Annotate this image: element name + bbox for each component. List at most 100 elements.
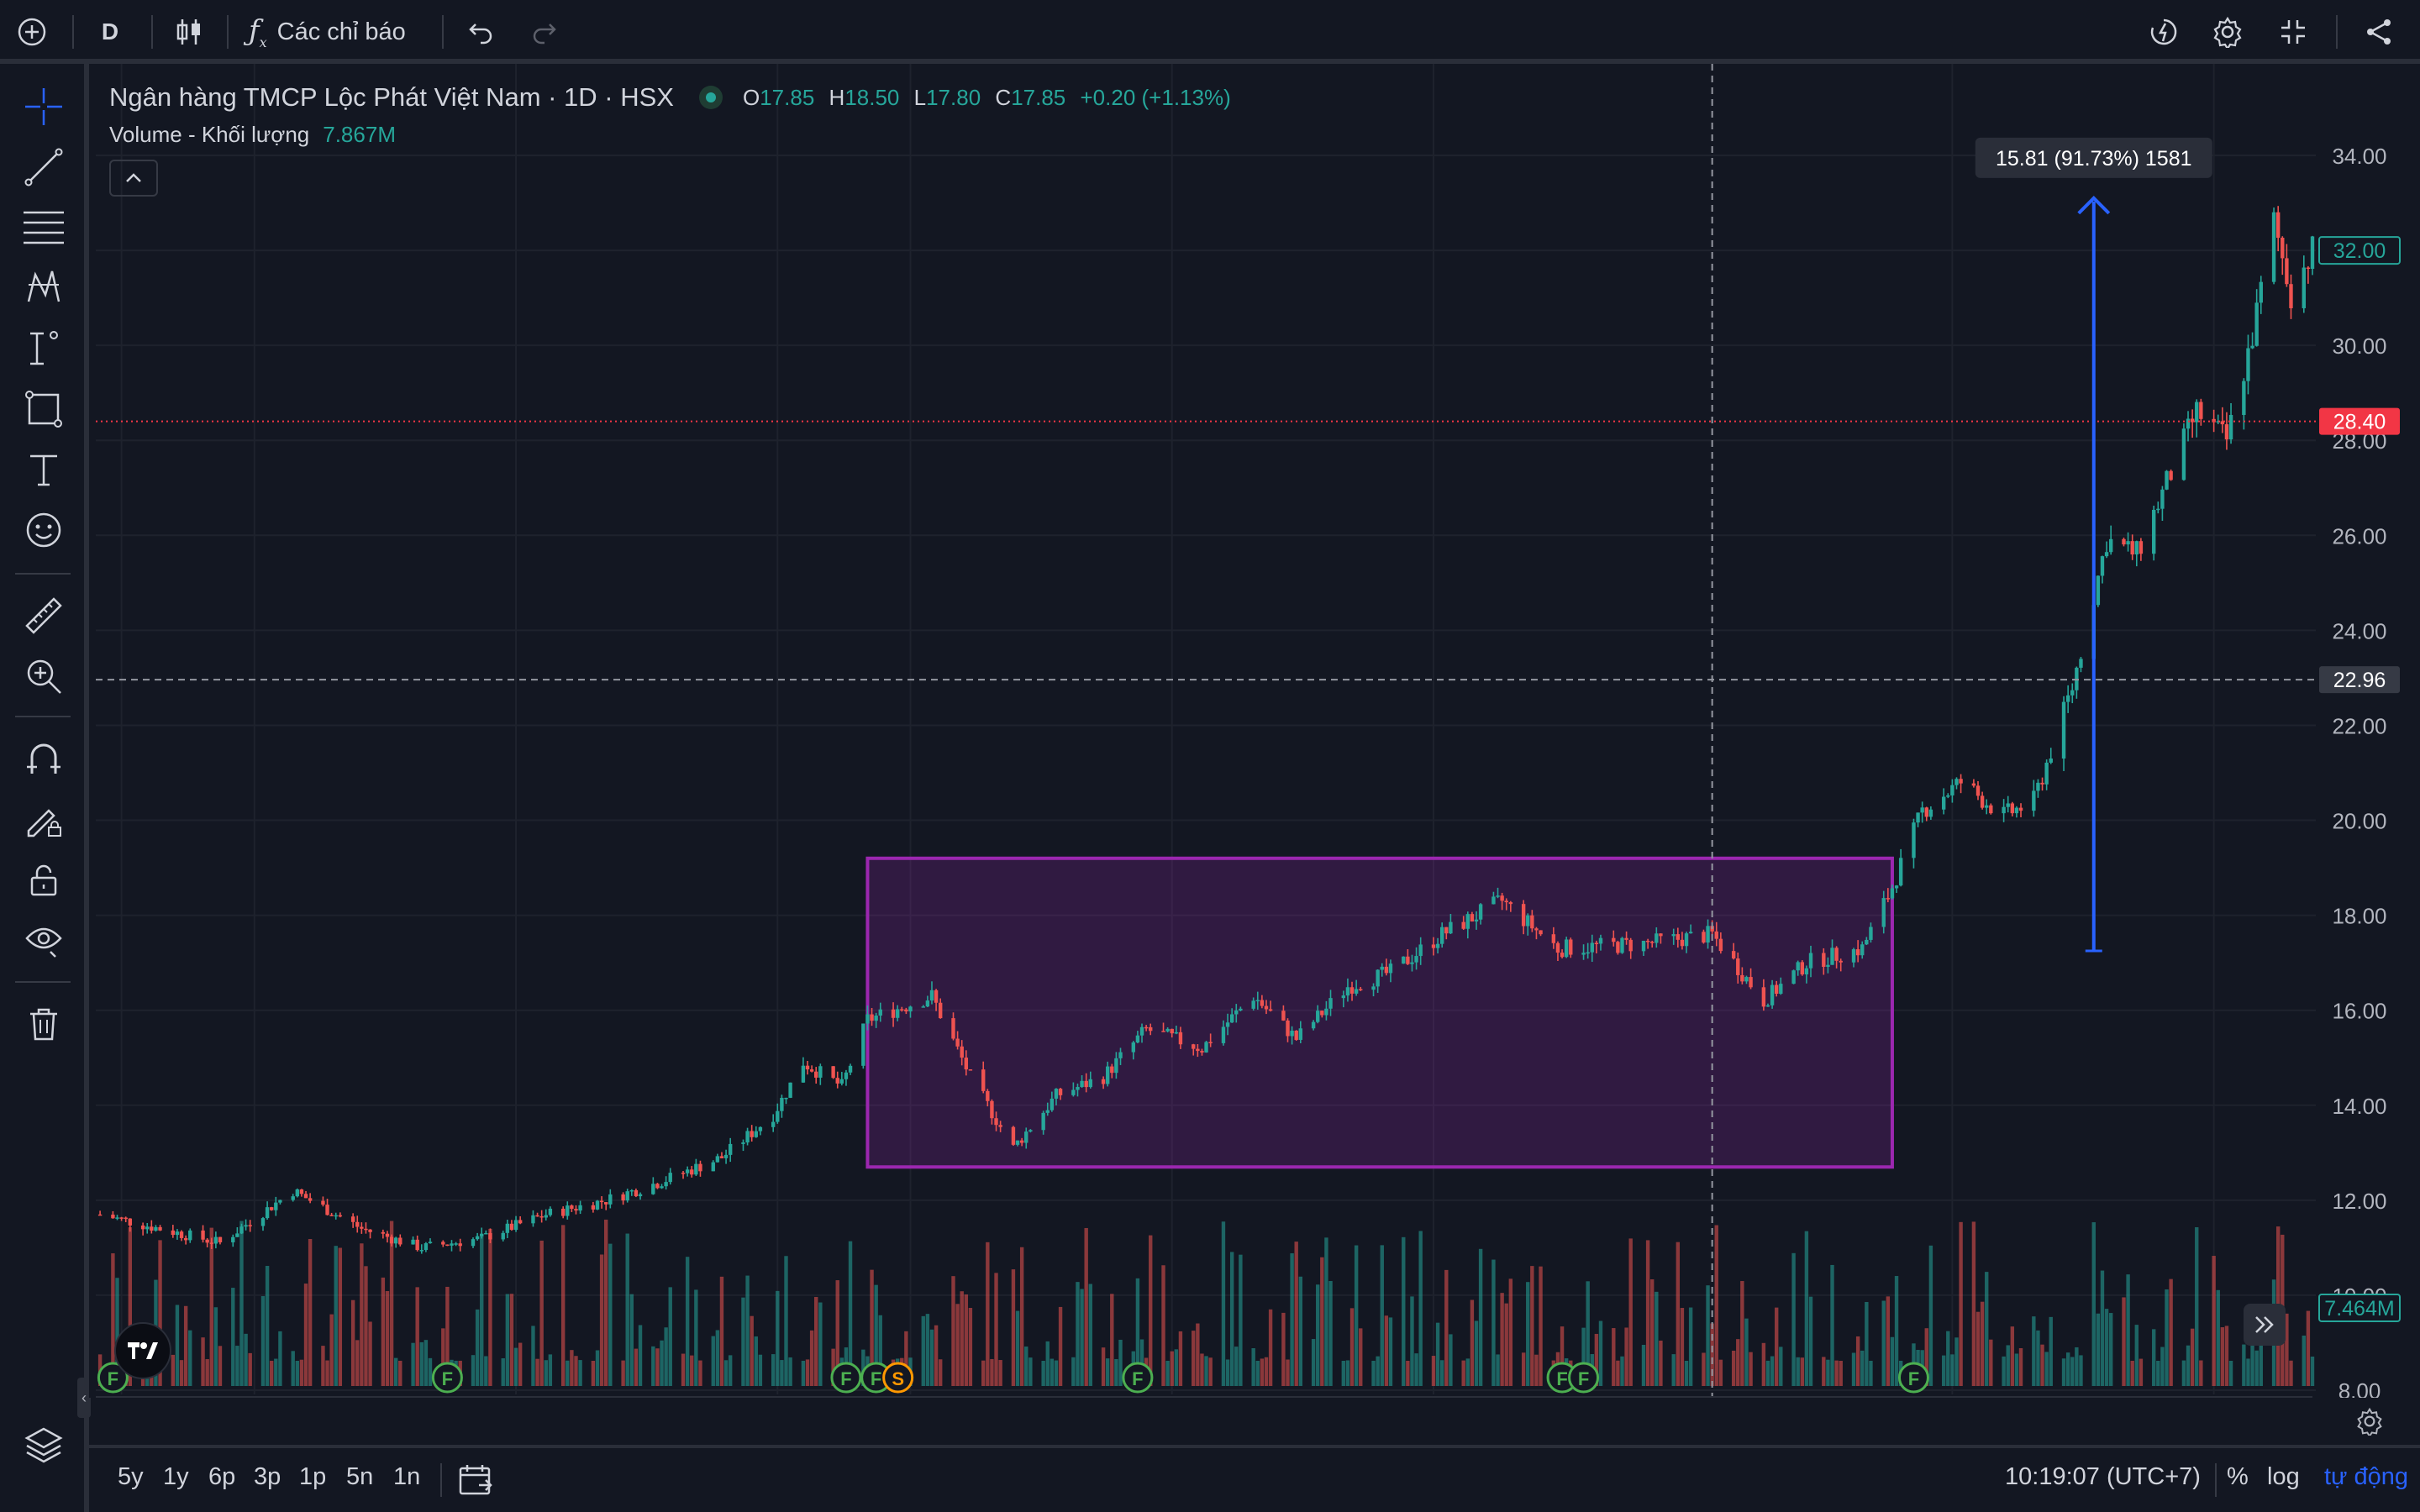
volume-bar [381, 1277, 386, 1386]
toolbar-divider [72, 15, 74, 49]
pattern-icon[interactable] [19, 264, 68, 312]
candle-body [265, 1207, 270, 1219]
volume-bar [213, 1307, 218, 1386]
projection-icon[interactable] [19, 324, 68, 373]
redo-icon[interactable] [523, 12, 565, 52]
indicators-button[interactable]: ƒx Các chỉ báo [249, 12, 442, 52]
candle-body [1616, 942, 1620, 953]
volume-bar [861, 1349, 865, 1386]
replay-icon[interactable] [2143, 12, 2185, 52]
measure-label-box [1975, 137, 2212, 178]
candle-body [1320, 1011, 1324, 1016]
range-3m[interactable]: 3p [254, 1463, 281, 1490]
candle-body [780, 1097, 784, 1111]
volume-bar [1676, 1242, 1681, 1386]
share-icon[interactable] [2358, 12, 2400, 52]
emoji-icon[interactable] [19, 506, 68, 554]
candle-body [1328, 998, 1333, 1009]
trash-icon[interactable] [19, 1000, 68, 1048]
volume-bar [505, 1294, 510, 1386]
candle-body [381, 1231, 386, 1234]
volume-bar [2216, 1289, 2220, 1386]
ruler-measure-icon[interactable] [19, 591, 68, 640]
collapse-toolbar-handle[interactable]: ‹ [77, 1378, 91, 1418]
log-scale-toggle[interactable]: log [2267, 1463, 2300, 1490]
volume-bar [1830, 1264, 1834, 1386]
candle-body [1161, 1031, 1165, 1032]
toolbar-divider [442, 15, 444, 49]
legend-symbol-row: Ngân hàng TMCP Lộc Phát Việt Nam · 1D · … [109, 79, 1231, 116]
add-symbol-icon[interactable] [12, 12, 52, 52]
volume-bar [2096, 1313, 2101, 1386]
volume-bar [1851, 1352, 1856, 1386]
candle-body [1834, 948, 1839, 961]
candle-body [1560, 953, 1565, 958]
volume-bar [960, 1291, 964, 1386]
fib-retracement-icon[interactable] [19, 203, 68, 252]
event-mark-circle[interactable] [1897, 1362, 1929, 1394]
settings-gear-icon[interactable] [2207, 12, 2249, 52]
volume-bar [1702, 1352, 1706, 1386]
event-mark-circle[interactable] [431, 1362, 463, 1394]
event-mark-circle[interactable] [1122, 1362, 1154, 1394]
range-rectangle[interactable] [865, 856, 1894, 1169]
volume-bar [1946, 1331, 1950, 1386]
volume-bar [1774, 1307, 1779, 1386]
event-mark-circle[interactable] [830, 1362, 862, 1394]
volume-label[interactable]: Volume - Khối lượng [109, 121, 310, 147]
scroll-to-realtime-button[interactable] [2244, 1304, 2286, 1346]
lock-drawing-pencil-icon[interactable] [19, 795, 68, 843]
volume-bar [591, 1360, 596, 1386]
range-6m[interactable]: 6p [208, 1463, 236, 1490]
auto-scale-toggle[interactable]: tự động [2324, 1463, 2409, 1490]
trend-line-icon[interactable] [19, 143, 68, 192]
candle-body [981, 1069, 986, 1091]
range-1d[interactable]: 1n [393, 1463, 421, 1490]
collapse-legend-button[interactable] [109, 160, 158, 197]
rectangle-shape-icon[interactable] [19, 385, 68, 433]
range-5y[interactable]: 5y [118, 1463, 144, 1490]
candle-body [2259, 281, 2263, 303]
tradingview-logo[interactable] [114, 1322, 171, 1379]
volume-bar [801, 1360, 806, 1386]
y-tick-label: 8.00 [2338, 1378, 2381, 1398]
symbol-title[interactable]: Ngân hàng TMCP Lộc Phát Việt Nam · 1D · … [109, 82, 674, 112]
volume-bar [2199, 1360, 2203, 1386]
candles-icon[interactable] [168, 12, 210, 52]
market-status-icon[interactable] [698, 86, 723, 109]
fullscreen-exit-icon[interactable] [2272, 12, 2314, 52]
candle-body [1165, 1028, 1170, 1032]
time-readout[interactable]: 10:19:07 (UTC+7) [2005, 1463, 2201, 1490]
event-mark-circle[interactable] [1568, 1362, 1600, 1394]
volume-bar [475, 1309, 480, 1386]
volume-bar [1530, 1266, 1534, 1386]
event-mark-circle[interactable] [97, 1362, 129, 1394]
candle-body [1281, 1011, 1286, 1021]
hide-drawings-eye-icon[interactable] [19, 916, 68, 964]
price-chart[interactable]: 15.81 (91.73%) 1581 06 Tháng 3 '24 34.00… [89, 64, 2420, 1398]
magnet-icon[interactable] [19, 734, 68, 783]
range-5d[interactable]: 5n [346, 1463, 374, 1490]
crosshair-cursor-icon[interactable] [19, 82, 68, 131]
axis-settings-icon[interactable] [2353, 1404, 2386, 1438]
measure-arrow: 15.81 (91.73%) 1581 [1975, 137, 2212, 953]
candle-body [334, 1215, 338, 1217]
unlock-icon[interactable] [19, 855, 68, 904]
volume-bar [1855, 1336, 1860, 1386]
go-to-date-calendar-icon[interactable] [457, 1462, 494, 1503]
zoom-in-icon[interactable] [19, 652, 68, 701]
range-1y[interactable]: 1y [163, 1463, 189, 1490]
volume-bar [364, 1266, 368, 1386]
undo-icon[interactable] [460, 12, 502, 52]
candle-body [1054, 1089, 1059, 1099]
text-tool-icon[interactable] [19, 445, 68, 494]
object-tree-layers-icon[interactable] [19, 1420, 68, 1468]
interval-button[interactable]: D [101, 18, 119, 45]
event-mark-circle[interactable] [882, 1362, 914, 1394]
volume-bar [1959, 1221, 1963, 1386]
percent-scale-toggle[interactable]: % [2227, 1463, 2249, 1490]
volume-bar [788, 1357, 792, 1386]
range-1m[interactable]: 1p [299, 1463, 327, 1490]
candle-body [368, 1229, 372, 1232]
candle-body [1684, 933, 1689, 947]
